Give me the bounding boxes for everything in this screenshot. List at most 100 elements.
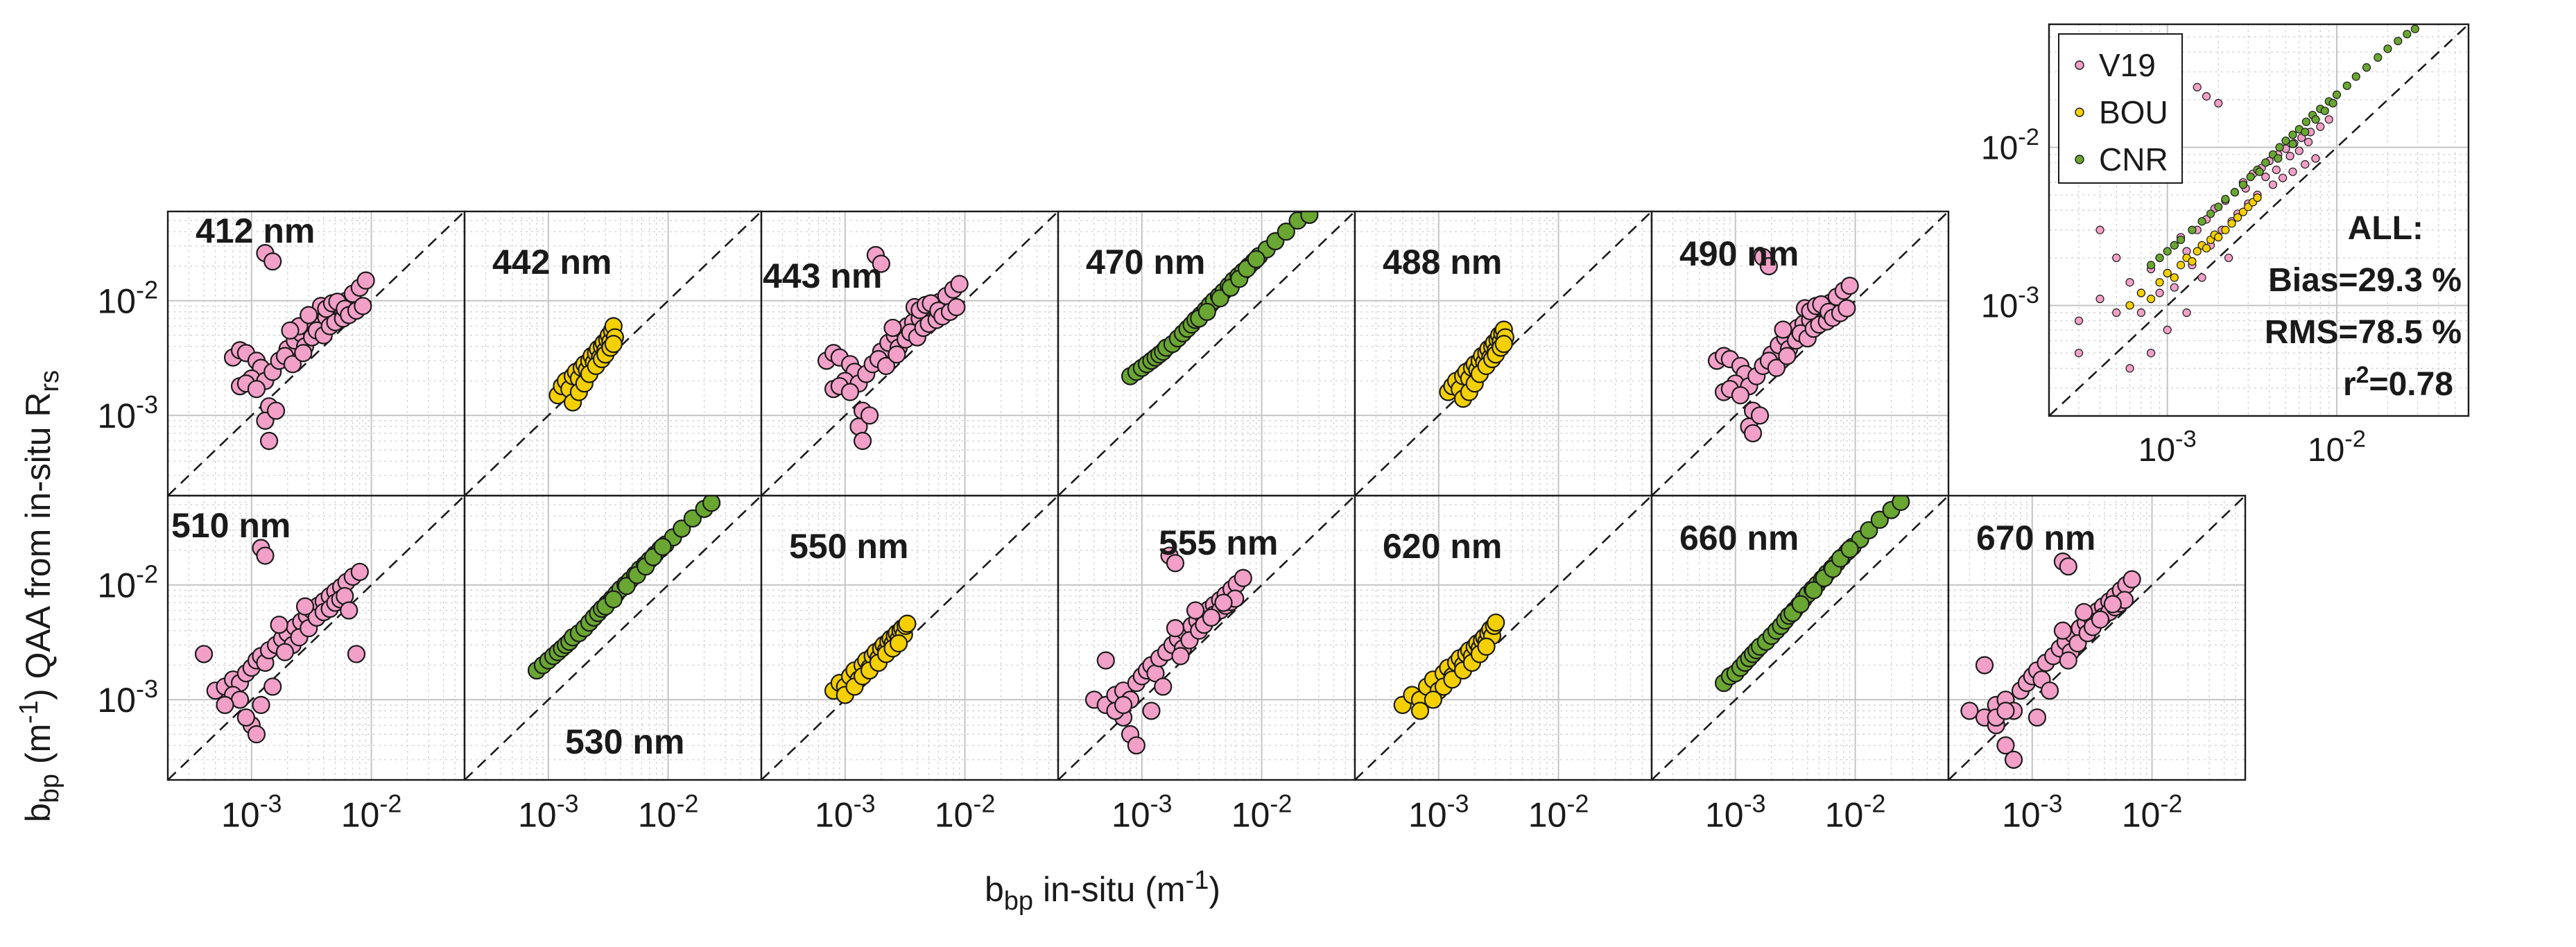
data-point-v19 xyxy=(230,690,250,709)
data-point-v19 xyxy=(2103,595,2122,614)
data-point-v19 xyxy=(1166,619,1185,638)
data-point-bou xyxy=(1477,637,1496,656)
data-point-v19 xyxy=(950,275,969,293)
data-point-v19 xyxy=(236,708,255,727)
y-axis-label-sub: bp xyxy=(35,774,64,803)
legend-label-v19: V19 xyxy=(2099,47,2156,83)
panel-title: 550 nm xyxy=(789,527,908,566)
panel-title: 488 nm xyxy=(1383,243,1502,281)
data-point-v19 xyxy=(283,355,302,374)
data-point-cnr xyxy=(683,509,702,528)
data-point-bou xyxy=(2253,193,2262,202)
data-point-v19 xyxy=(1731,386,1750,405)
one-to-one-line xyxy=(1948,496,2245,780)
y-tick-label: 10-2 xyxy=(1981,124,2039,166)
data-point-v19 xyxy=(194,645,214,663)
data-point-bou xyxy=(1494,335,1513,354)
data-point-v19 xyxy=(2316,122,2325,131)
data-point-cnr xyxy=(2362,63,2371,72)
data-point-cnr xyxy=(2275,143,2284,152)
data-point-v19 xyxy=(1127,736,1146,755)
panel-510-nm: 10-2 10-3 10-3 10-2 510 nm xyxy=(97,494,466,835)
x-axis-label-end: ) xyxy=(1209,870,1220,909)
x-tick-label: 10-2 xyxy=(638,790,699,835)
data-point-cnr xyxy=(1791,595,1810,614)
x-tick-label: 10-2 xyxy=(2308,426,2366,469)
data-point-cnr xyxy=(2288,139,2297,148)
x-axis-label-tail: in-situ (m xyxy=(1033,870,1185,909)
data-point-v19 xyxy=(2059,651,2077,670)
panel-412-nm: 10-2 10-3 412 nm xyxy=(97,210,466,497)
data-point-cnr xyxy=(2188,225,2197,234)
data-point-v19 xyxy=(2268,180,2278,189)
data-point-v19 xyxy=(1767,358,1786,377)
data-point-bou xyxy=(2221,225,2230,234)
y-tick-label: 10-3 xyxy=(97,675,158,720)
data-point-v19 xyxy=(354,297,372,315)
data-point-cnr xyxy=(2301,128,2310,137)
data-point-bou xyxy=(2188,257,2197,266)
data-point-bou xyxy=(2146,295,2156,304)
data-point-v19 xyxy=(2197,273,2206,282)
data-point-v19 xyxy=(1743,424,1763,443)
data-point-v19 xyxy=(266,401,286,420)
data-point-bou xyxy=(2238,207,2248,216)
data-point-v19 xyxy=(340,601,358,620)
y-tick-label: 10-2 xyxy=(97,559,158,605)
data-point-cnr xyxy=(2374,53,2383,62)
data-point-v19 xyxy=(300,306,318,324)
y-axis-label-sup: -1 xyxy=(15,700,44,724)
x-tick-label: 10-3 xyxy=(2138,426,2197,469)
panel-488-nm: 488 nm xyxy=(1354,210,1653,497)
data-point-v19 xyxy=(947,297,966,317)
data-point-v19 xyxy=(1154,677,1173,696)
data-point-bou xyxy=(2227,219,2236,228)
x-tick-label: 10-2 xyxy=(1825,790,1886,835)
x-axis-label: bbp in-situ (m-1) xyxy=(985,866,1220,916)
data-point-bou xyxy=(2233,213,2242,222)
panel-443-nm: 443 nm xyxy=(760,210,1060,497)
y-tick-label: 10-3 xyxy=(97,390,158,435)
data-point-v19 xyxy=(1750,406,1770,425)
data-point-cnr xyxy=(2342,81,2351,90)
data-point-cnr xyxy=(1840,540,1859,559)
x-tick-label: 10-2 xyxy=(935,790,996,835)
data-point-v19 xyxy=(2074,349,2084,358)
x-tick-label: 10-3 xyxy=(815,790,876,835)
x-tick-label: 10-3 xyxy=(221,790,282,835)
data-point-cnr xyxy=(604,590,623,609)
data-point-v19 xyxy=(876,356,896,376)
data-point-bou xyxy=(889,634,908,653)
data-point-v19 xyxy=(2163,325,2172,335)
data-point-v19 xyxy=(2004,750,2023,769)
y-axis-label: bbp (m-1) QAA from in-situ Rrs xyxy=(15,370,64,822)
x-axis-label-sub: bp xyxy=(1004,887,1033,916)
data-point-v19 xyxy=(2053,621,2072,640)
data-point-cnr xyxy=(2197,217,2206,226)
data-point-v19 xyxy=(1759,257,1779,276)
data-point-v19 xyxy=(1840,277,1859,295)
data-point-v19 xyxy=(2155,288,2164,297)
data-point-v19 xyxy=(275,643,295,661)
data-point-cnr xyxy=(2403,30,2412,39)
stats-r2: r2=0.78 xyxy=(2343,362,2453,403)
data-point-v19 xyxy=(872,254,890,273)
data-point-v19 xyxy=(2193,82,2202,92)
data-point-v19 xyxy=(860,406,879,425)
data-point-v19 xyxy=(350,562,369,582)
data-point-v19 xyxy=(2095,295,2104,304)
data-point-v19 xyxy=(840,383,860,401)
y-axis-label-sub2: rs xyxy=(35,370,64,392)
data-point-bou xyxy=(1424,690,1442,709)
data-point-v19 xyxy=(1166,554,1185,573)
y-axis-label-mid: (m xyxy=(19,724,58,774)
panel-title: 660 nm xyxy=(1679,519,1799,557)
data-point-bou xyxy=(604,335,623,354)
axes-frame xyxy=(1947,494,2247,781)
data-point-v19 xyxy=(2170,283,2179,292)
data-point-v19 xyxy=(1774,320,1792,339)
data-point-v19 xyxy=(2261,173,2270,182)
data-point-v19 xyxy=(2125,364,2134,373)
data-point-cnr xyxy=(1247,250,1265,269)
data-point-v19 xyxy=(2224,253,2233,263)
